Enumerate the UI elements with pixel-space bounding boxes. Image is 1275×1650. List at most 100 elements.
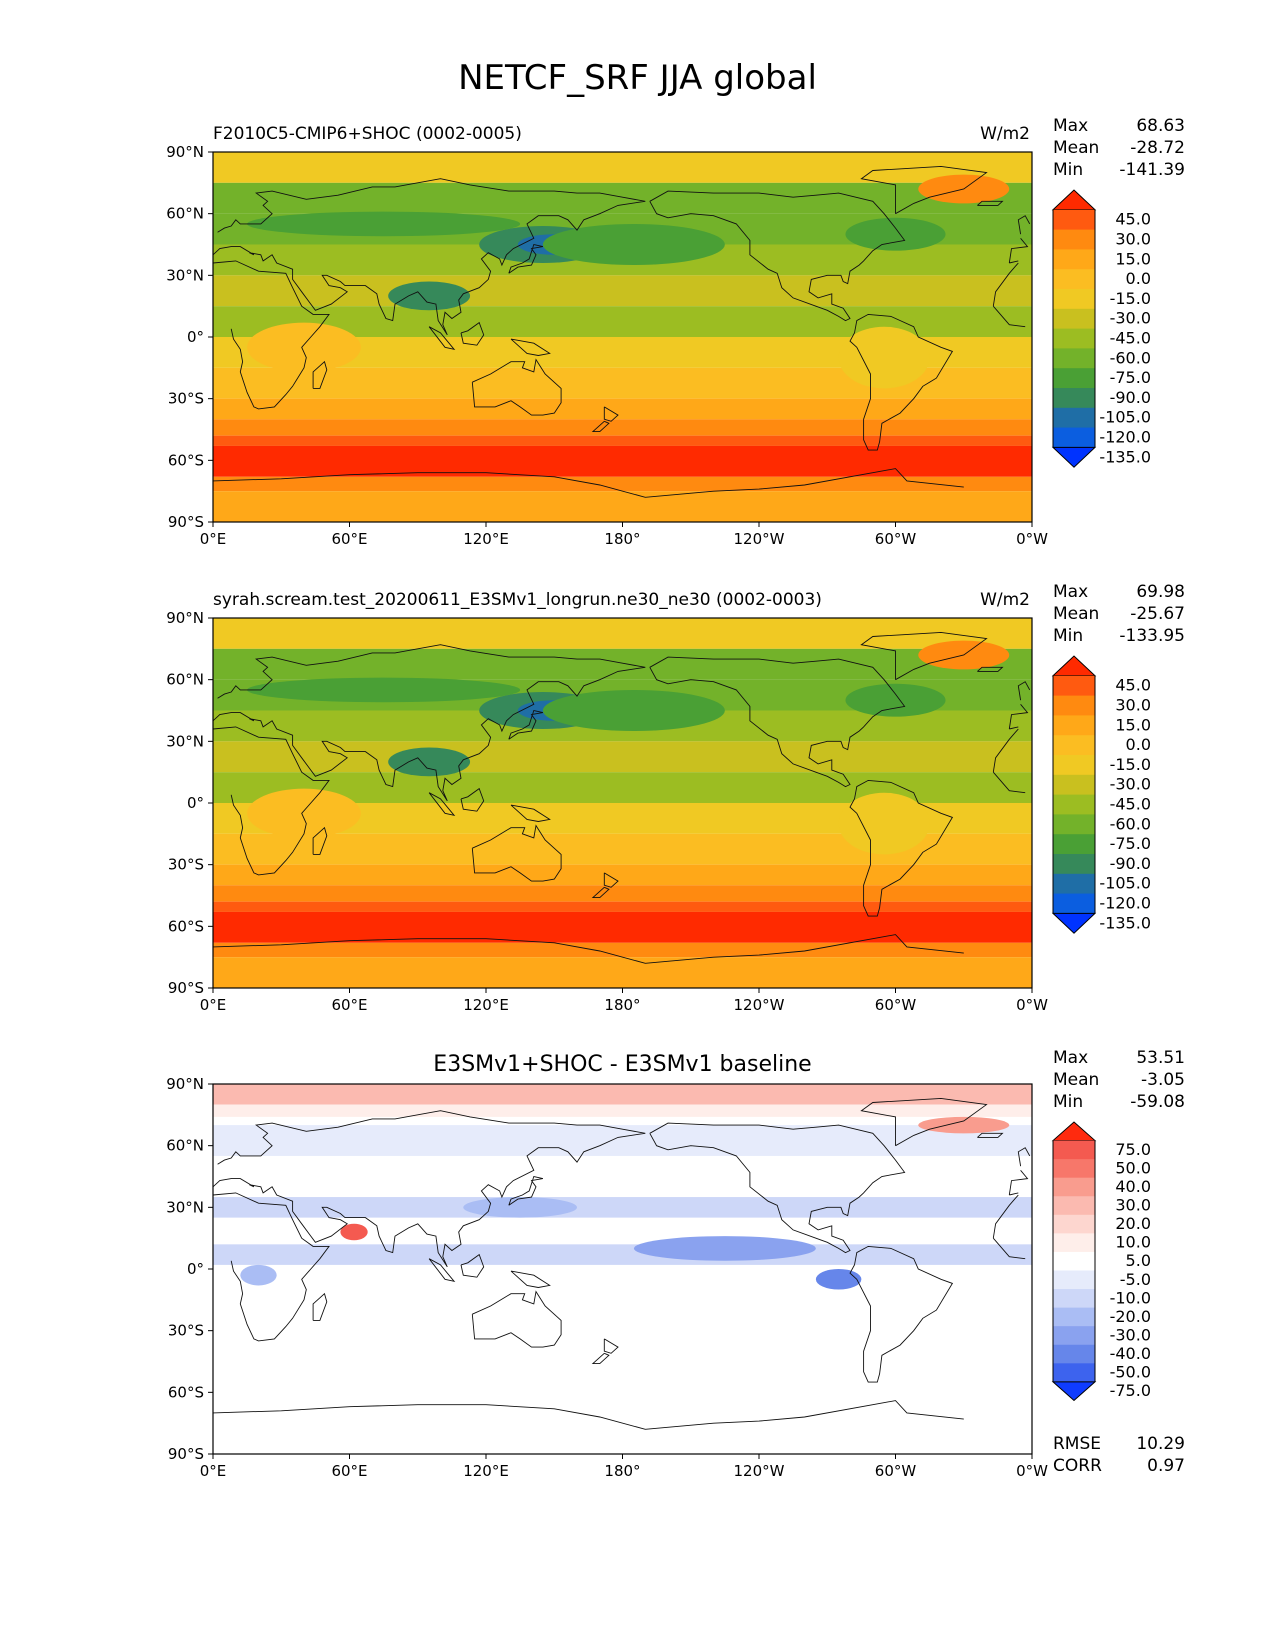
colorbar-segment [1053, 368, 1095, 389]
y-tick-label: 60°S [168, 917, 204, 935]
colorbar-segment [1053, 269, 1095, 290]
colorbar-tick-label: -135.0 [1099, 913, 1151, 932]
field-band [213, 648, 1032, 680]
field-feature [633, 1236, 816, 1261]
field-feature [838, 792, 930, 855]
coastline [508, 709, 544, 740]
colorbar-extend-bottom [1051, 912, 1097, 934]
colorbar-segment [1053, 1233, 1095, 1253]
field-feature [247, 211, 521, 237]
coastline [213, 726, 1026, 876]
map-field [213, 152, 1032, 522]
coastline [603, 1338, 619, 1354]
map-panel-reference: 0°E 60°E 120°E 180° 120°W 60°W 0°W 90°N 60°N 30°N… [166, 609, 1151, 1014]
colorbar-segment [1053, 1307, 1095, 1327]
coastline [860, 1097, 988, 1147]
field-feature [838, 326, 930, 389]
y-tick-label: 60°N [166, 1137, 204, 1155]
field-band [213, 275, 1032, 307]
colorbar-tick-label: -10.0 [1110, 1288, 1151, 1307]
colorbar-segment [1053, 1177, 1095, 1197]
coastline [312, 1292, 328, 1321]
coastline [213, 468, 964, 498]
x-tick-label: 0°W [1016, 996, 1048, 1014]
colorbar-tick-label: 15.0 [1115, 249, 1151, 268]
y-tick-label: 90°S [168, 513, 204, 531]
coastline [649, 1122, 906, 1254]
colorbar-tick-label: -90.0 [1110, 388, 1151, 407]
coastline [591, 1352, 610, 1365]
field-feature [845, 217, 946, 251]
y-tick-label: 0° [187, 794, 204, 812]
colorbar-tick-label: -45.0 [1110, 329, 1151, 348]
field-band [213, 1244, 1032, 1265]
field-band [213, 182, 1032, 214]
coastline [428, 792, 456, 817]
colorbar-tick-label: -75.0 [1110, 834, 1151, 853]
colorbar-segment [1053, 1159, 1095, 1179]
y-tick-label: 60°N [166, 671, 204, 689]
colorbar-tick-label: -75.0 [1110, 368, 1151, 387]
colorbar-segment [1053, 1326, 1095, 1346]
colorbar-segment [1053, 1289, 1095, 1309]
colorbar-extend-top [1051, 655, 1097, 677]
colorbar-segment [1053, 695, 1095, 716]
field-feature [340, 1223, 368, 1241]
x-tick-label: 0°W [1016, 530, 1048, 548]
field-feature [247, 677, 521, 703]
colorbar-tick-label: 15.0 [1115, 715, 1151, 734]
y-tick-label: 90°N [166, 143, 204, 161]
y-tick-label: 30°N [166, 266, 204, 284]
field-band [213, 1125, 1032, 1156]
coastline [213, 260, 1026, 410]
coastline [510, 1270, 551, 1288]
colorbar-tick-label: -90.0 [1110, 854, 1151, 873]
field-band [213, 491, 1032, 522]
x-tick-label: 120°E [463, 1462, 509, 1480]
colorbar-segment [1053, 1196, 1095, 1216]
colorbar-segment [1053, 1251, 1095, 1271]
y-tick-label: 60°N [166, 205, 204, 223]
coastline [312, 360, 328, 389]
colorbar-tick-label: -75.0 [1110, 1381, 1151, 1400]
colorbar-segment [1053, 328, 1095, 349]
coastline [860, 631, 988, 681]
y-tick-label: 0° [187, 328, 204, 346]
colorbar-segment [1053, 774, 1095, 796]
y-tick-label: 90°N [166, 1075, 204, 1093]
colorbar-tick-label: 5.0 [1126, 1251, 1151, 1270]
coastline [471, 1290, 562, 1348]
colorbar-tick-label: -105.0 [1099, 874, 1151, 893]
colorbar-tick-label: -30.0 [1110, 1325, 1151, 1344]
colorbar-tick-label: -30.0 [1110, 775, 1151, 794]
colorbar-segment [1053, 715, 1095, 736]
x-tick-label: 60°W [875, 530, 917, 548]
colorbar-tick-label: 0.0 [1126, 269, 1151, 288]
coastline [849, 779, 954, 917]
colorbar-segment [1053, 209, 1095, 231]
colorbar-segment [1053, 1214, 1095, 1234]
field-band [213, 885, 1032, 902]
colorbar-tick-label: 30.0 [1115, 696, 1151, 715]
coastline [1017, 215, 1031, 235]
field-feature [388, 281, 471, 311]
coastline [213, 1400, 964, 1430]
x-tick-label: 180° [604, 1462, 640, 1480]
field-feature [542, 223, 725, 266]
coastline [1017, 1147, 1031, 1167]
coastline [649, 656, 906, 788]
colorbar-segment [1053, 388, 1095, 409]
colorbar-tick-label: 0.0 [1126, 735, 1151, 754]
x-tick-label: 120°W [734, 996, 785, 1014]
colorbar-segment [1053, 794, 1095, 815]
colorbar-segment [1053, 1270, 1095, 1290]
x-tick-label: 60°W [875, 1462, 917, 1480]
colorbar-tick-label: 75.0 [1115, 1140, 1151, 1159]
coastline [428, 1258, 456, 1283]
panel-units: W/m2 [980, 590, 1030, 610]
field-band [213, 911, 1032, 943]
colorbar-tick-label: -45.0 [1110, 795, 1151, 814]
x-tick-label: 0°W [1016, 1462, 1048, 1480]
y-tick-label: 30°S [168, 390, 204, 408]
panel-center-title: E3SMv1+SHOC - E3SMv1 baseline [433, 1052, 812, 1077]
